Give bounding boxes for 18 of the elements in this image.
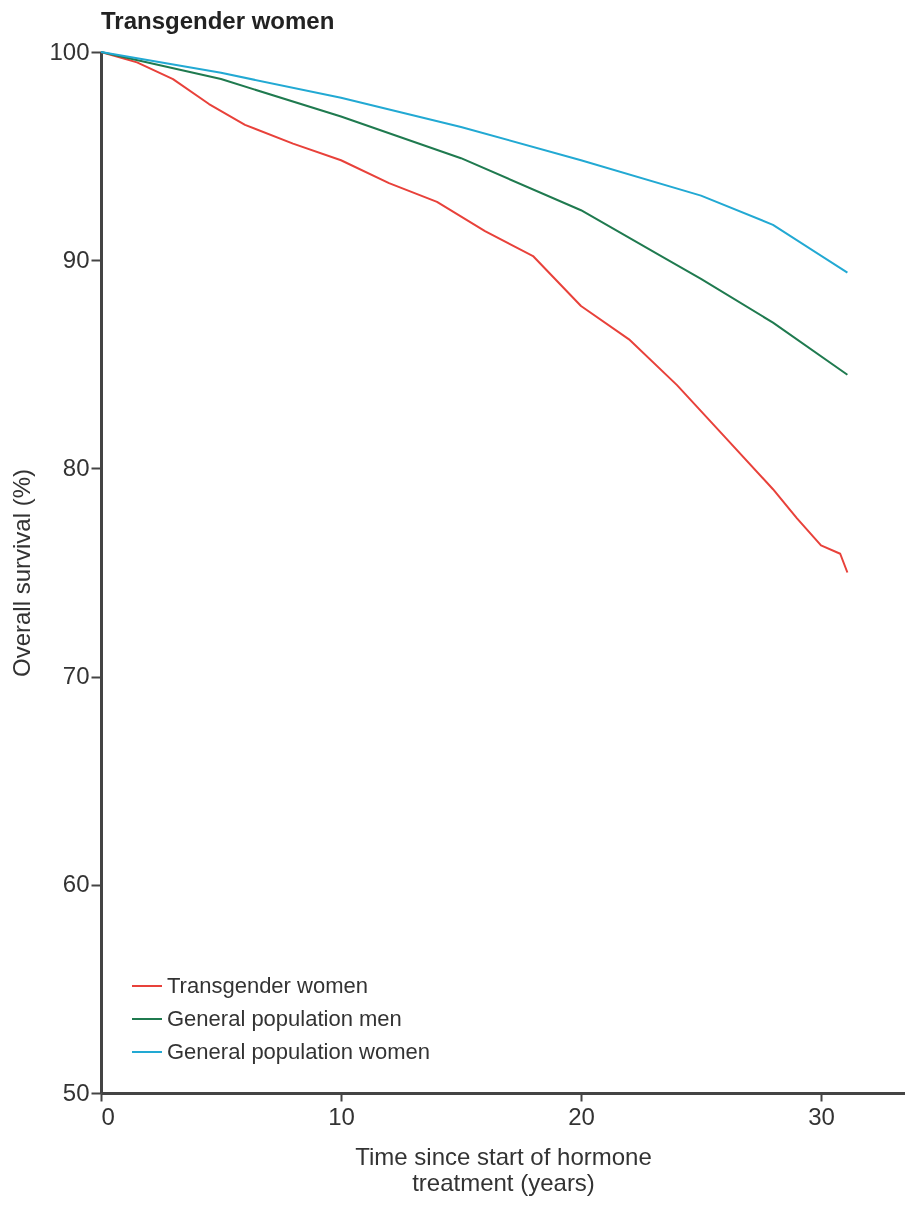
- y-tick-label: 80: [62, 453, 90, 481]
- line-series: [100, 51, 849, 376]
- x-tick-label: 30: [808, 1102, 835, 1130]
- y-tick-label: 90: [62, 245, 90, 273]
- x-axis-title: Time since start of hormone treatment (years): [355, 1142, 652, 1196]
- legend-label: Transgender women: [167, 973, 368, 998]
- y-tick-label: 70: [62, 662, 90, 690]
- x-tick-label: 20: [568, 1102, 595, 1130]
- x-tick-label: 0: [101, 1102, 115, 1130]
- y-tick-label: 50: [62, 1078, 90, 1106]
- x-tick-label: 10: [328, 1102, 355, 1130]
- y-tick-label: 100: [49, 37, 90, 65]
- line-series: [100, 51, 849, 274]
- legend-label: General population men: [167, 1006, 402, 1031]
- y-axis-title: Overall survival (%): [8, 468, 36, 678]
- chart-title: Transgender women: [100, 7, 335, 34]
- legend-label: General population women: [167, 1039, 430, 1064]
- y-tick-label: 60: [62, 870, 90, 898]
